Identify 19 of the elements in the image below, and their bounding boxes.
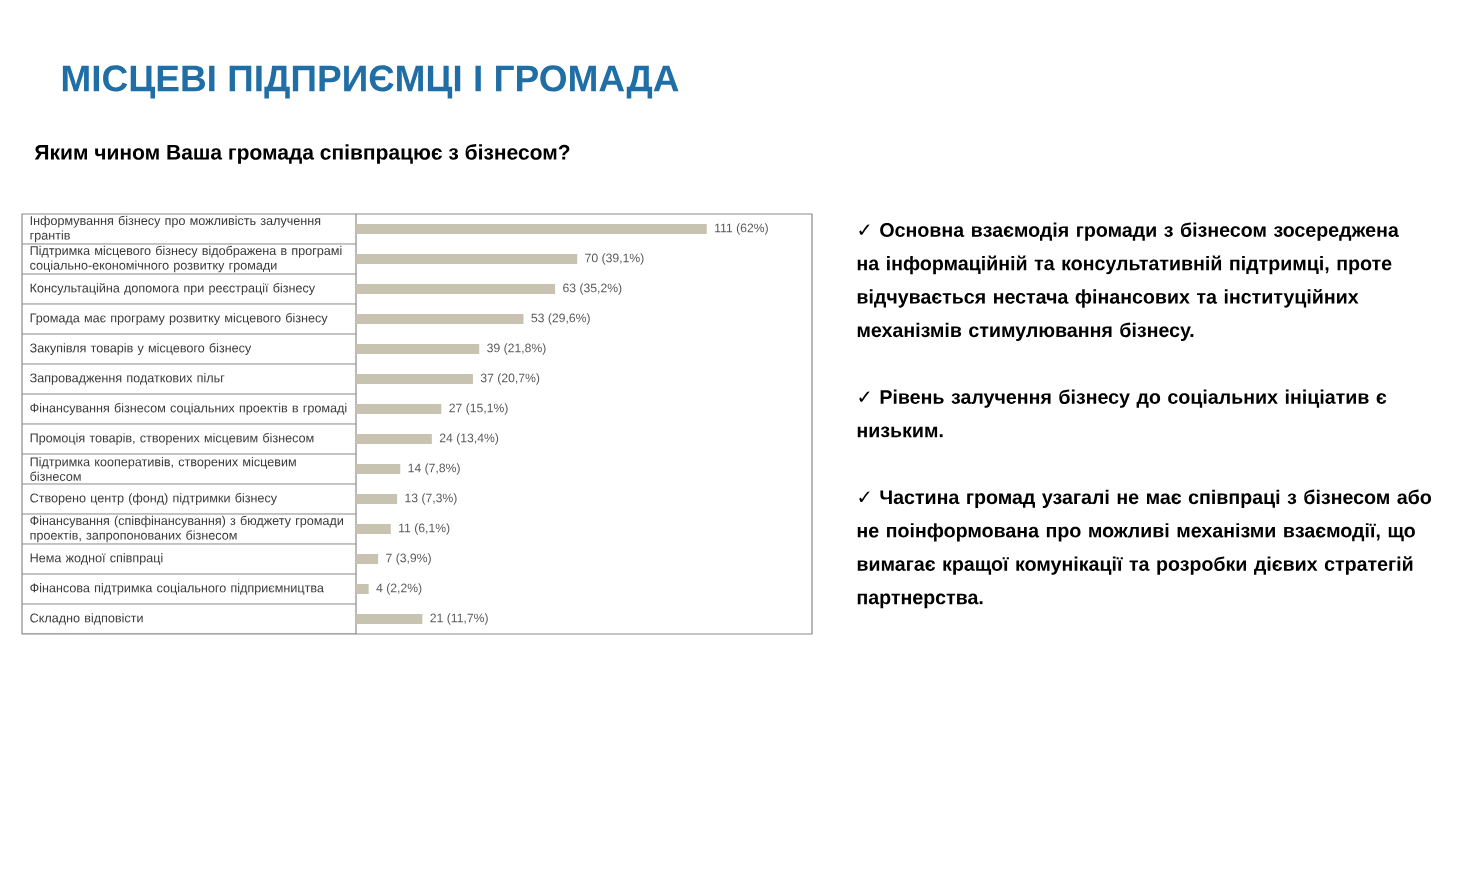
text: ✓ Частина громад узагалі не має співпраці з бізнесом або не поінформована про можливі механізми взаємодії, що вимагає кращої комунікації та розробки дієвих стратегій партнерства.: [857, 489, 1432, 609]
bar: [356, 493, 398, 504]
bar: [356, 553, 379, 564]
bar: [356, 373, 473, 384]
bar: [356, 403, 442, 414]
chart-title: МІСЦЕВІ ПІДПРИЄМЦІ І ГРОМАДА: [62, 65, 679, 99]
text: ✓ Рівень залучення бізнесу до соціальних ініціатив є низьким.: [857, 389, 1387, 438]
bar: [356, 343, 480, 354]
bar: [356, 433, 432, 444]
bar: [356, 253, 578, 264]
bar: [356, 313, 524, 324]
bar: [356, 223, 707, 234]
bar: [356, 613, 423, 624]
bar: [356, 463, 401, 474]
bar: [356, 523, 391, 534]
bar: [356, 283, 556, 294]
chart-subtitle: Яким чином Ваша громада співпрацює з бізнесом?: [34, 144, 570, 164]
bar: [356, 583, 369, 594]
text: ✓ Основна взаємодія громади з бізнесом зосереджена на інформаційній та консультативній підтримці, проте відчувається нестача фінансових та інституційних механізмів стимулювання бізнесу.: [857, 222, 1399, 342]
